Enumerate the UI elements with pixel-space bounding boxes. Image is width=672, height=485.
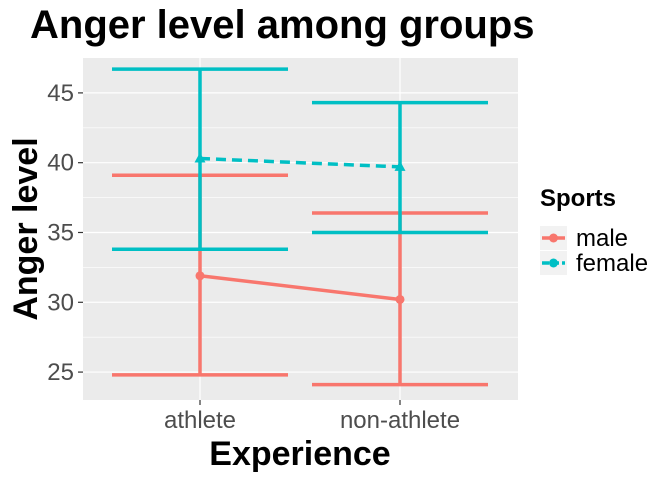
data-point-male: [395, 294, 405, 304]
y-axis-title: Anger level: [7, 137, 45, 320]
chart-title: Anger level among groups: [30, 3, 535, 47]
y-ticks: 25 30 35 40 45: [47, 80, 83, 386]
series-female: [112, 67, 488, 251]
data-point-female: [194, 152, 206, 163]
legend-label-male: male: [576, 225, 628, 252]
legend-label-female: female: [576, 250, 648, 277]
y-tick-label: 35: [47, 219, 74, 246]
series-line-male: [199, 274, 401, 302]
x-tick-label: athlete: [164, 407, 236, 434]
y-tick-label: 40: [47, 150, 74, 177]
x-axis-title: Experience: [209, 435, 390, 473]
data-point-male: [195, 271, 205, 281]
legend-key-marker: [549, 233, 558, 243]
series-line-female: [199, 156, 401, 169]
data-point-female: [394, 160, 406, 171]
x-tick-label: non-athlete: [340, 407, 460, 434]
series-layer: [112, 67, 488, 387]
y-tick-label: 30: [47, 289, 74, 316]
y-tick-label: 45: [47, 80, 74, 107]
legend-item-female: female: [540, 250, 648, 277]
legend-key-marker: [549, 258, 558, 268]
legend-title: Sports: [540, 185, 616, 212]
x-ticks: athlete non-athlete: [164, 400, 460, 434]
plot-panel: [83, 58, 518, 400]
y-tick-label: 25: [47, 359, 74, 386]
legend-item-male: male: [540, 225, 628, 252]
